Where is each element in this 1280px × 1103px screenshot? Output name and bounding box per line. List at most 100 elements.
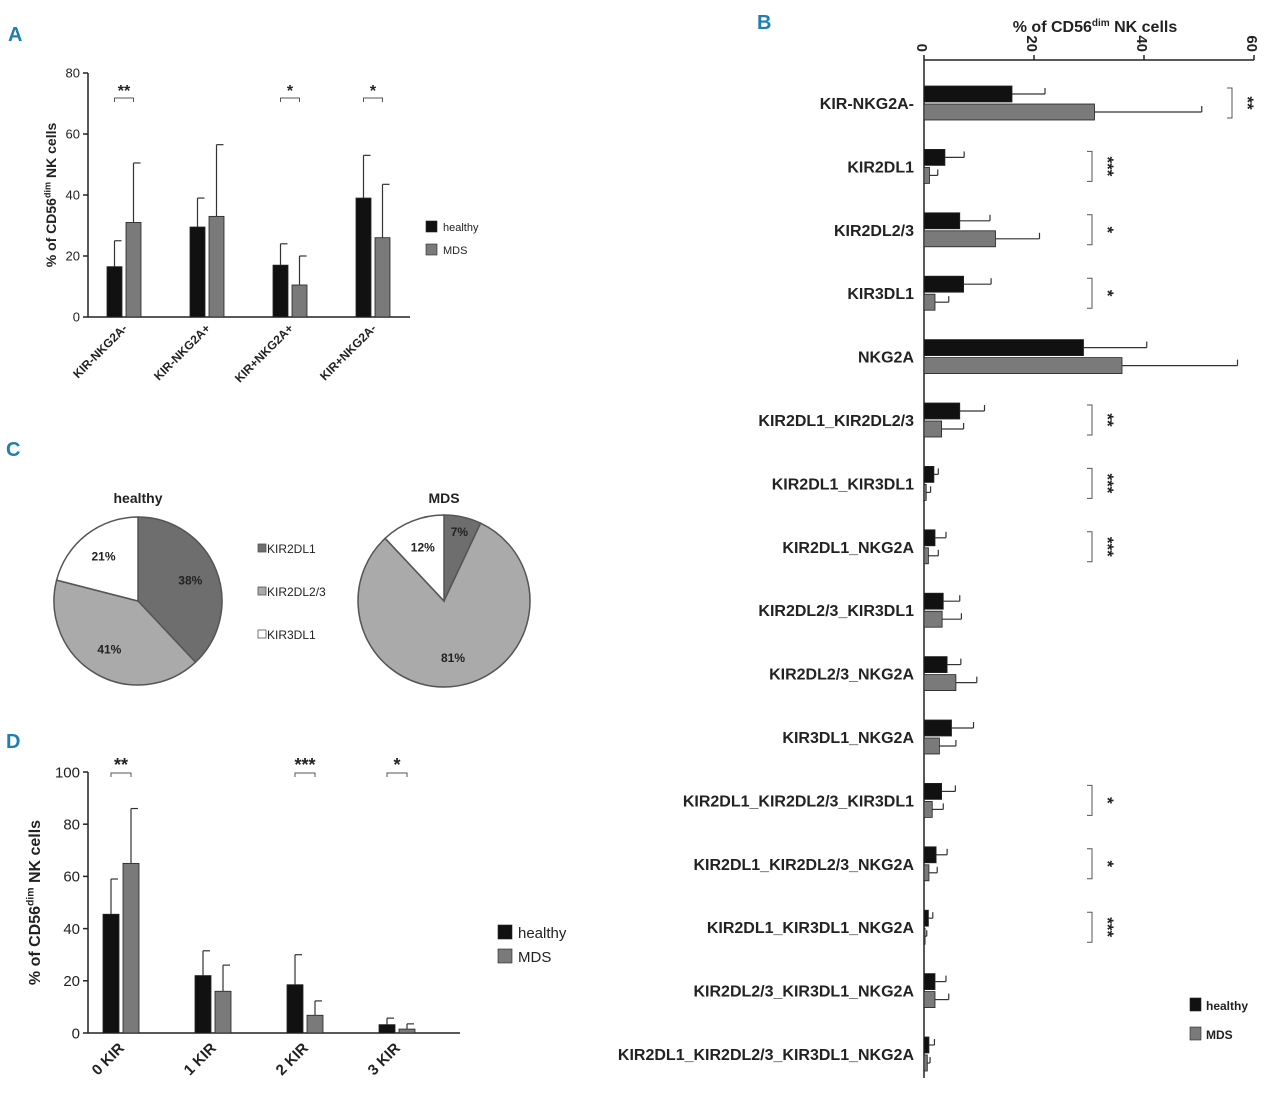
bar-mds-kir-nkg2a bbox=[208, 215, 225, 318]
bar-healthy-nkg2a bbox=[923, 339, 1084, 357]
significance-marker: ** bbox=[118, 83, 131, 100]
significance-bracket bbox=[114, 97, 134, 102]
category-label: KIR2DL1_KIR3DL1 bbox=[772, 476, 914, 493]
category-label: KIR2DL1 bbox=[847, 159, 914, 176]
x-tick-label: 1 KIR bbox=[181, 1040, 220, 1079]
bar-healthy-kir2dl1-kir2dl2-3-nkg2a bbox=[923, 846, 937, 864]
significance-marker: *** bbox=[1098, 473, 1117, 493]
bar-mds-3-kir bbox=[398, 1028, 416, 1034]
legend-label-healthy: healthy bbox=[518, 925, 567, 942]
significance-bracket bbox=[1087, 214, 1093, 246]
bar-healthy-kir2dl2-3-kir3dl1 bbox=[923, 592, 944, 610]
category-label: KIR2DL1_KIR2DL2/3_KIR3DL1_NKG2A bbox=[618, 1047, 915, 1064]
significance-marker: *** bbox=[1098, 156, 1117, 176]
bar-mds-kir-nkg2a bbox=[291, 284, 308, 318]
pie-title-mds: MDS bbox=[428, 490, 459, 506]
pie-label-healthy-kir2dl2-3: 41% bbox=[97, 642, 121, 656]
bar-mds-kir2dl1-nkg2a bbox=[923, 547, 929, 565]
bar-healthy-kir-nkg2a bbox=[923, 85, 1013, 103]
legend-swatch-healthy bbox=[497, 924, 513, 940]
bar-healthy-kir-nkg2a bbox=[355, 197, 372, 318]
x-tick-label: KIR+NKG2A- bbox=[317, 321, 379, 383]
bar-mds-kir3dl1 bbox=[923, 293, 936, 311]
legend-swatch-kir3dl1 bbox=[257, 629, 267, 639]
category-label: NKG2A bbox=[858, 350, 914, 367]
pie-label-healthy-kir3dl1: 21% bbox=[91, 550, 115, 564]
significance-bracket bbox=[1087, 784, 1093, 816]
significance-bracket bbox=[1087, 150, 1093, 182]
legend-swatch-kir2dl1 bbox=[257, 543, 267, 553]
bar-mds-kir2dl1 bbox=[923, 166, 930, 184]
legend-label-kir2dl1: KIR2DL1 bbox=[267, 542, 316, 556]
panel-label-d: D bbox=[6, 731, 20, 753]
bar-mds-kir2dl1-kir3dl1 bbox=[923, 483, 927, 501]
category-label: KIR3DL1_NKG2A bbox=[782, 730, 914, 747]
y-axis-label: % of CD56dim NK cells bbox=[26, 820, 44, 985]
bar-mds-kir3dl1-nkg2a bbox=[923, 737, 940, 755]
y-tick-label: 100 bbox=[55, 764, 80, 781]
x-tick-label: 20 bbox=[1023, 35, 1040, 52]
y-tick-label: 0 bbox=[73, 310, 80, 325]
bar-mds-kir-nkg2a bbox=[923, 103, 1095, 121]
bar-mds-kir2dl2-3-kir3dl1-nkg2a bbox=[923, 991, 936, 1008]
bar-healthy-kir2dl1-nkg2a bbox=[923, 529, 936, 547]
significance-bracket bbox=[1227, 87, 1233, 119]
legend-swatch-mds bbox=[1189, 1026, 1202, 1041]
pie-label-mds-kir2dl1: 7% bbox=[451, 525, 469, 539]
x-tick-label: 2 KIR bbox=[273, 1040, 312, 1079]
panel-label-a: A bbox=[8, 24, 22, 46]
significance-marker: ** bbox=[1098, 413, 1117, 427]
bar-healthy-kir-nkg2a bbox=[272, 264, 289, 318]
panel-label-b: B bbox=[757, 12, 771, 34]
significance-marker: *** bbox=[1098, 917, 1117, 937]
x-tick-label: KIR-NKG2A+ bbox=[151, 321, 213, 383]
significance-marker: * bbox=[1098, 797, 1117, 804]
significance-bracket bbox=[386, 772, 408, 777]
bar-healthy-kir-nkg2a bbox=[106, 266, 123, 318]
y-tick-label: 60 bbox=[66, 127, 80, 142]
legend-label-mds: MDS bbox=[1206, 1028, 1233, 1042]
y-tick-label: 0 bbox=[72, 1025, 80, 1042]
bar-mds-kir-nkg2a bbox=[374, 237, 391, 318]
bar-mds-2-kir bbox=[306, 1014, 324, 1034]
bar-healthy-3-kir bbox=[378, 1024, 396, 1034]
legend-swatch-mds bbox=[425, 243, 438, 256]
bar-mds-nkg2a bbox=[923, 357, 1123, 375]
legend-swatch-healthy bbox=[1189, 997, 1202, 1012]
x-tick-label: 60 bbox=[1243, 35, 1260, 52]
bar-mds-kir2dl1-kir2dl2-3-nkg2a bbox=[923, 864, 930, 882]
x-tick-label: 40 bbox=[1133, 35, 1150, 52]
bar-healthy-1-kir bbox=[194, 975, 212, 1034]
bar-healthy-kir3dl1-nkg2a bbox=[923, 719, 952, 737]
legend-label-kir2dl2-3: KIR2DL2/3 bbox=[267, 585, 326, 599]
significance-bracket bbox=[363, 97, 383, 102]
significance-bracket bbox=[1087, 848, 1093, 880]
pie-label-mds-kir3dl1: 12% bbox=[411, 540, 435, 554]
category-label: KIR2DL1_KIR3DL1_NKG2A bbox=[707, 920, 915, 937]
x-axis-label: % of CD56dim NK cells bbox=[1013, 18, 1178, 36]
significance-bracket bbox=[110, 772, 132, 777]
bar-healthy-kir-nkg2a bbox=[189, 226, 206, 318]
pie-slice-mds-kir2dl2-3 bbox=[357, 522, 531, 688]
bar-mds-kir2dl2-3 bbox=[923, 230, 996, 248]
panel-c-pie-charts: healthy 38% 41% 21% MDS 7% 81% 12% KIR2DL1 KIR2DL… bbox=[53, 490, 531, 688]
y-tick-label: 40 bbox=[63, 921, 80, 938]
pie-slice-healthy-kir2dl2-3 bbox=[53, 579, 197, 686]
bar-healthy-0-kir bbox=[102, 913, 120, 1034]
significance-bracket bbox=[294, 772, 316, 777]
legend-swatch-mds bbox=[497, 948, 513, 964]
bar-healthy-2-kir bbox=[286, 984, 304, 1034]
pie-title-healthy: healthy bbox=[113, 490, 162, 506]
category-label: KIR2DL1_NKG2A bbox=[782, 540, 914, 557]
panel-a-bar-chart: 0 20 40 60 80 % of CD56dim NK cells KIR-NKG2A-… bbox=[42, 66, 479, 386]
legend-label-healthy: healthy bbox=[1206, 999, 1248, 1013]
bar-mds-kir2dl1-kir2dl2-3-kir3dl1 bbox=[923, 801, 933, 818]
legend-swatch-kir2dl2-3 bbox=[257, 586, 267, 596]
category-label: KIR2DL2/3_KIR3DL1_NKG2A bbox=[693, 984, 914, 1001]
bar-mds-kir2dl1-kir2dl2-3-kir3dl1-nkg2a bbox=[923, 1054, 928, 1072]
bar-healthy-kir2dl1-kir3dl1 bbox=[923, 465, 935, 483]
bar-healthy-kir2dl2-3 bbox=[923, 212, 961, 230]
significance-marker: * bbox=[1098, 290, 1117, 297]
